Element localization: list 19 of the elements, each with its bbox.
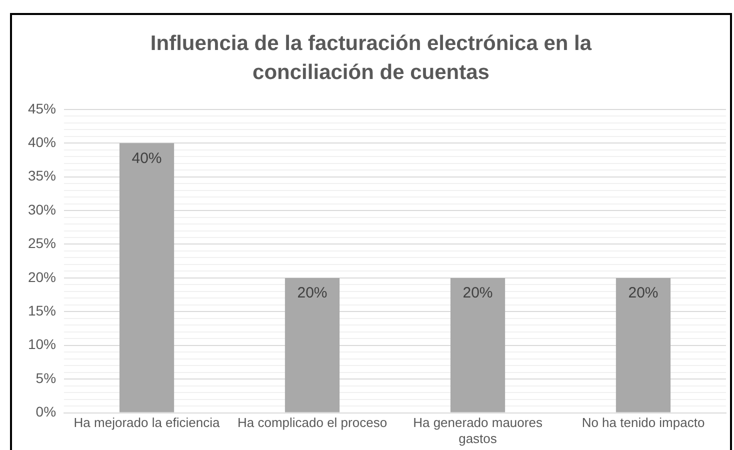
data-label: 20% <box>462 284 493 302</box>
x-tick-label: Ha generado mauores gastos <box>413 415 543 446</box>
chart-title: Influencia de la facturación electrónica en la conciliación de cuentas <box>149 31 593 86</box>
y-tick-label: 35% <box>28 168 56 184</box>
data-label: 20% <box>628 284 658 302</box>
y-tick-label: 45% <box>28 100 56 116</box>
y-tick-label: 40% <box>28 134 56 150</box>
data-label: 20% <box>297 284 328 302</box>
y-tick-label: 20% <box>28 268 56 285</box>
y-tick-label: 10% <box>28 336 56 352</box>
x-tick-label: Ha mejorado la eficiencia <box>74 415 221 430</box>
y-tick-label: 0% <box>36 404 56 420</box>
y-tick-label: 5% <box>36 370 56 386</box>
y-tick-label: 15% <box>28 302 56 319</box>
x-tick-label: No ha tenido impacto <box>582 415 705 430</box>
x-tick-label: Ha complicado el proceso <box>237 415 388 430</box>
data-label: 40% <box>132 150 162 167</box>
y-tick-label: 30% <box>28 201 56 218</box>
y-tick-label: 25% <box>28 235 56 252</box>
